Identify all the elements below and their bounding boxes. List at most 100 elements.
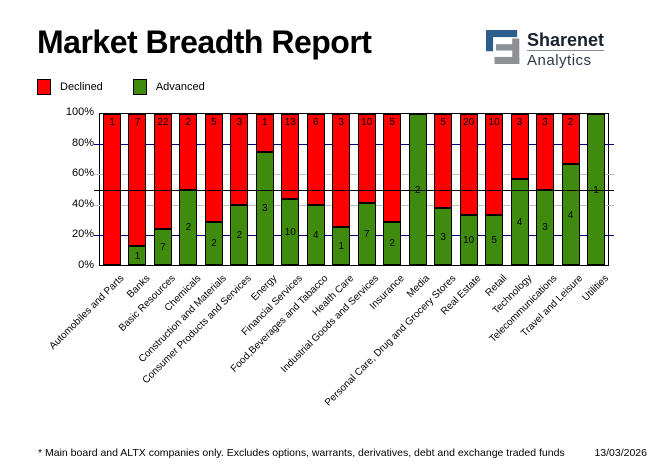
bar-segment-advanced: 3 — [536, 189, 555, 265]
bar-segment-advanced: 4 — [510, 178, 529, 265]
declined-value-label: 5 — [389, 117, 395, 128]
bar-segment-advanced: 5 — [485, 214, 504, 265]
y-axis-label: 100% — [65, 106, 94, 118]
sharenet-logo: Sharenet Analytics — [486, 30, 605, 70]
y-axis-label: 60% — [71, 167, 94, 180]
declined-value-label: 3 — [236, 117, 243, 128]
gridline-20 — [94, 235, 614, 236]
bar-segment-declined: 3 — [510, 114, 529, 179]
legend-label-declined: Declined — [60, 81, 103, 93]
advanced-value-label: 4 — [567, 209, 574, 221]
bar-segment-declined: 22 — [153, 114, 172, 229]
bar-segment-declined: 13 — [281, 114, 300, 200]
x-axis: Automobiles and Parts Banks Basic Resource… — [48, 268, 611, 453]
advanced-value-label: 5 — [491, 234, 497, 246]
x-axis-label: Automobiles and Parts — [47, 273, 127, 352]
declined-value-label: 1 — [109, 117, 115, 128]
bar-segment-advanced: 2 — [383, 221, 402, 265]
bar-segment-declined: 5 — [434, 114, 453, 209]
advanced-value-label: 2 — [185, 222, 192, 234]
advanced-value-label: 1 — [134, 250, 141, 262]
bar-segment-advanced: 2 — [204, 221, 223, 265]
bar-segment-declined: 10 — [485, 114, 504, 215]
chart-legend: Declined Advanced — [37, 79, 205, 95]
declined-value-label: 3 — [338, 117, 345, 128]
legend-label-advanced: Advanced — [155, 81, 205, 93]
page-title: Market Breadth Report — [37, 24, 372, 60]
declined-value-label: 3 — [516, 117, 523, 128]
bar-segment-declined: 5 — [204, 114, 223, 222]
bar-segment-advanced: 3 — [434, 208, 453, 265]
bar-segment-advanced: 7 — [357, 202, 376, 265]
declined-value-label: 2 — [567, 117, 574, 128]
advanced-value-label: 2 — [211, 238, 217, 250]
bar-segment-declined: 1 — [103, 114, 121, 265]
advanced-value-label: 7 — [160, 241, 166, 253]
gridline-40 — [94, 205, 614, 206]
bar-segment-declined: 3 — [230, 114, 249, 205]
bar-segment-advanced: 2 — [230, 204, 249, 265]
bar-segment-advanced: 10 — [459, 214, 478, 265]
x-axis-label: Utilities — [580, 273, 611, 304]
bar-segment-advanced: 1 — [128, 246, 147, 265]
bar-segment-declined: 1 — [255, 114, 274, 152]
bar-segment-declined: 2 — [561, 114, 580, 165]
bar-segment-declined: 5 — [383, 114, 402, 222]
declined-value-label: 20 — [463, 117, 475, 128]
gridline-50 — [94, 190, 614, 191]
logo-brand-sub: Analytics — [527, 50, 605, 70]
declined-swatch — [37, 79, 51, 95]
advanced-value-label: 3 — [542, 222, 548, 234]
declined-value-label: 2 — [185, 117, 192, 128]
declined-value-label: 5 — [440, 117, 446, 128]
declined-value-label: 7 — [134, 117, 141, 128]
bar-segment-declined: 3 — [536, 114, 555, 190]
bar-16: 10 5 — [485, 114, 504, 265]
gridline-80 — [94, 144, 614, 145]
bar-segment-advanced: 2 — [179, 189, 198, 265]
y-axis-label: 20% — [71, 228, 94, 241]
bar-segment-declined: 7 — [128, 114, 147, 247]
plot-area: 1712272252321313106431107522532010105343… — [94, 113, 614, 266]
bar-segment-advanced: 10 — [281, 199, 300, 265]
declined-value-label: 10 — [488, 117, 500, 128]
advanced-value-label: 10 — [463, 234, 475, 246]
declined-value-label: 1 — [262, 117, 268, 128]
bar-segment-declined: 2 — [179, 114, 198, 190]
bar-segment-declined: 20 — [459, 114, 478, 215]
y-axis-label: 40% — [71, 197, 94, 210]
advanced-value-label: 7 — [363, 228, 370, 240]
report-date: 13/03/2026 — [594, 447, 647, 459]
declined-value-label: 3 — [542, 117, 548, 128]
advanced-value-label: 2 — [236, 229, 243, 241]
declined-value-label: 22 — [157, 117, 169, 128]
sharenet-logo-icon — [486, 30, 520, 64]
bar-segment-declined: 6 — [306, 114, 325, 205]
advanced-value-label: 1 — [338, 241, 345, 253]
logo-text: Sharenet Analytics — [527, 30, 605, 70]
bar-1: 1 — [103, 114, 121, 265]
bar-segment-declined: 3 — [332, 114, 351, 228]
logo-brand-name: Sharenet — [527, 30, 605, 50]
y-axis-label: 0% — [78, 259, 94, 271]
bar-segment-advanced: 1 — [332, 227, 351, 265]
bar-11: 10 7 — [357, 114, 376, 265]
footnote: * Main board and ALTX companies only. Ex… — [38, 447, 565, 459]
bar-segment-advanced: 3 — [255, 151, 274, 265]
advanced-value-label: 4 — [516, 216, 523, 228]
legend-item-declined: Declined — [37, 79, 103, 95]
bar-8: 13 10 — [281, 114, 300, 265]
bar-3: 22 7 — [153, 114, 172, 265]
bar-segment-advanced: 7 — [153, 228, 172, 265]
bar-segment-declined: 10 — [357, 114, 376, 203]
